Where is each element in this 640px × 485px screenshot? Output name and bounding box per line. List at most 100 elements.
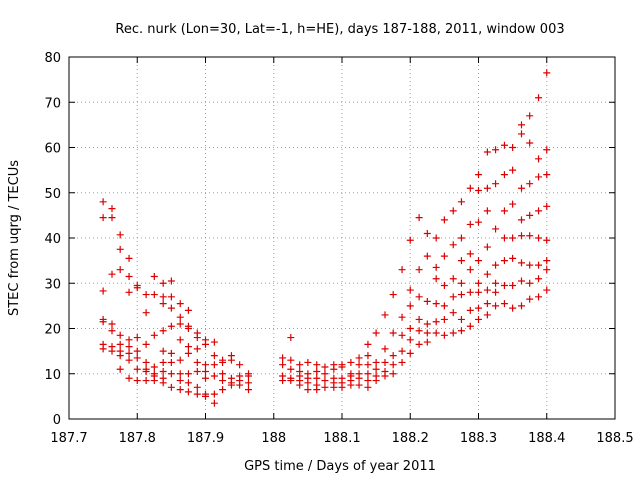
data-point: [167, 349, 175, 357]
data-point: [159, 279, 167, 287]
data-point: [475, 288, 482, 296]
data-point: [466, 306, 474, 314]
data-point: [150, 291, 158, 299]
data-point: [364, 370, 372, 378]
data-point: [466, 288, 474, 296]
data-point: [517, 259, 525, 267]
axis-ticks: 187.7 187.8 187.9 188 188.1 188.2 188.3 188.4 18…: [44, 51, 633, 446]
data-point: [287, 356, 295, 364]
data-point: [227, 356, 235, 364]
data-point: [466, 250, 474, 258]
data-point: [372, 329, 380, 337]
data-point: [125, 356, 133, 364]
data-point: [167, 383, 175, 391]
data-point: [492, 288, 500, 296]
data-point: [364, 361, 372, 369]
data-points: [99, 69, 551, 407]
data-point: [415, 315, 423, 323]
data-point: [108, 270, 116, 278]
data-point: [184, 325, 192, 332]
data-point: [193, 345, 201, 353]
data-point: [381, 345, 389, 353]
data-point: [184, 370, 192, 378]
data-point: [526, 232, 534, 240]
data-point: [108, 320, 116, 328]
data-point: [440, 216, 448, 224]
data-point: [466, 266, 474, 274]
data-point: [543, 257, 551, 265]
data-point: [526, 139, 534, 147]
data-point: [210, 399, 218, 407]
data-point: [466, 184, 474, 192]
data-point: [500, 282, 508, 290]
data-point: [330, 383, 338, 391]
data-point: [202, 374, 209, 382]
data-point: [176, 336, 184, 344]
data-point: [517, 121, 525, 129]
data-point: [287, 377, 295, 385]
data-point: [338, 383, 346, 391]
data-point: [526, 295, 534, 303]
data-point: [492, 261, 500, 269]
data-point: [330, 365, 338, 373]
data-point: [193, 383, 201, 391]
data-point: [432, 318, 440, 326]
data-point: [449, 293, 457, 301]
data-point: [535, 234, 543, 242]
data-point: [406, 336, 414, 344]
y-tick-label: 40: [44, 232, 61, 247]
x-tick-label: 187.8: [119, 431, 156, 446]
data-point: [176, 313, 184, 321]
x-tick-label: 187.7: [50, 431, 87, 446]
data-point: [150, 377, 158, 385]
data-point: [167, 293, 175, 301]
data-point: [423, 229, 431, 237]
data-point: [535, 261, 543, 269]
data-point: [125, 343, 133, 351]
data-point: [355, 381, 363, 389]
data-point: [381, 358, 389, 366]
data-point: [423, 320, 431, 328]
data-point: [227, 381, 235, 389]
data-point: [432, 300, 440, 308]
data-point: [398, 331, 406, 339]
data-point: [142, 340, 150, 348]
data-point: [535, 207, 543, 215]
data-point: [517, 130, 525, 138]
data-point: [406, 325, 414, 332]
data-point: [159, 347, 167, 355]
data-point: [492, 302, 500, 310]
data-point: [492, 225, 500, 233]
data-point: [116, 352, 124, 360]
data-point: [432, 329, 440, 337]
data-point: [176, 386, 184, 394]
data-point: [526, 180, 534, 188]
data-point: [116, 340, 124, 348]
data-point: [423, 329, 431, 337]
data-point: [184, 306, 192, 314]
data-point: [167, 370, 175, 378]
data-point: [449, 207, 457, 215]
x-tick-label: 187.9: [187, 431, 224, 446]
data-point: [457, 315, 465, 323]
data-point: [535, 155, 543, 163]
data-point: [202, 367, 209, 375]
data-point: [142, 377, 150, 385]
data-point: [372, 358, 380, 366]
data-point: [483, 207, 491, 215]
data-point: [509, 304, 517, 312]
data-point: [475, 186, 482, 194]
data-point: [543, 69, 551, 77]
data-point: [244, 379, 252, 387]
data-point: [176, 377, 184, 385]
data-point: [543, 202, 551, 210]
data-point: [483, 311, 491, 319]
data-point: [219, 370, 227, 378]
data-point: [193, 367, 201, 375]
data-point: [108, 347, 116, 355]
data-point: [509, 166, 517, 174]
data-point: [526, 211, 534, 219]
data-point: [406, 236, 414, 244]
x-tick-label: 188.5: [596, 431, 633, 446]
data-point: [99, 198, 107, 206]
